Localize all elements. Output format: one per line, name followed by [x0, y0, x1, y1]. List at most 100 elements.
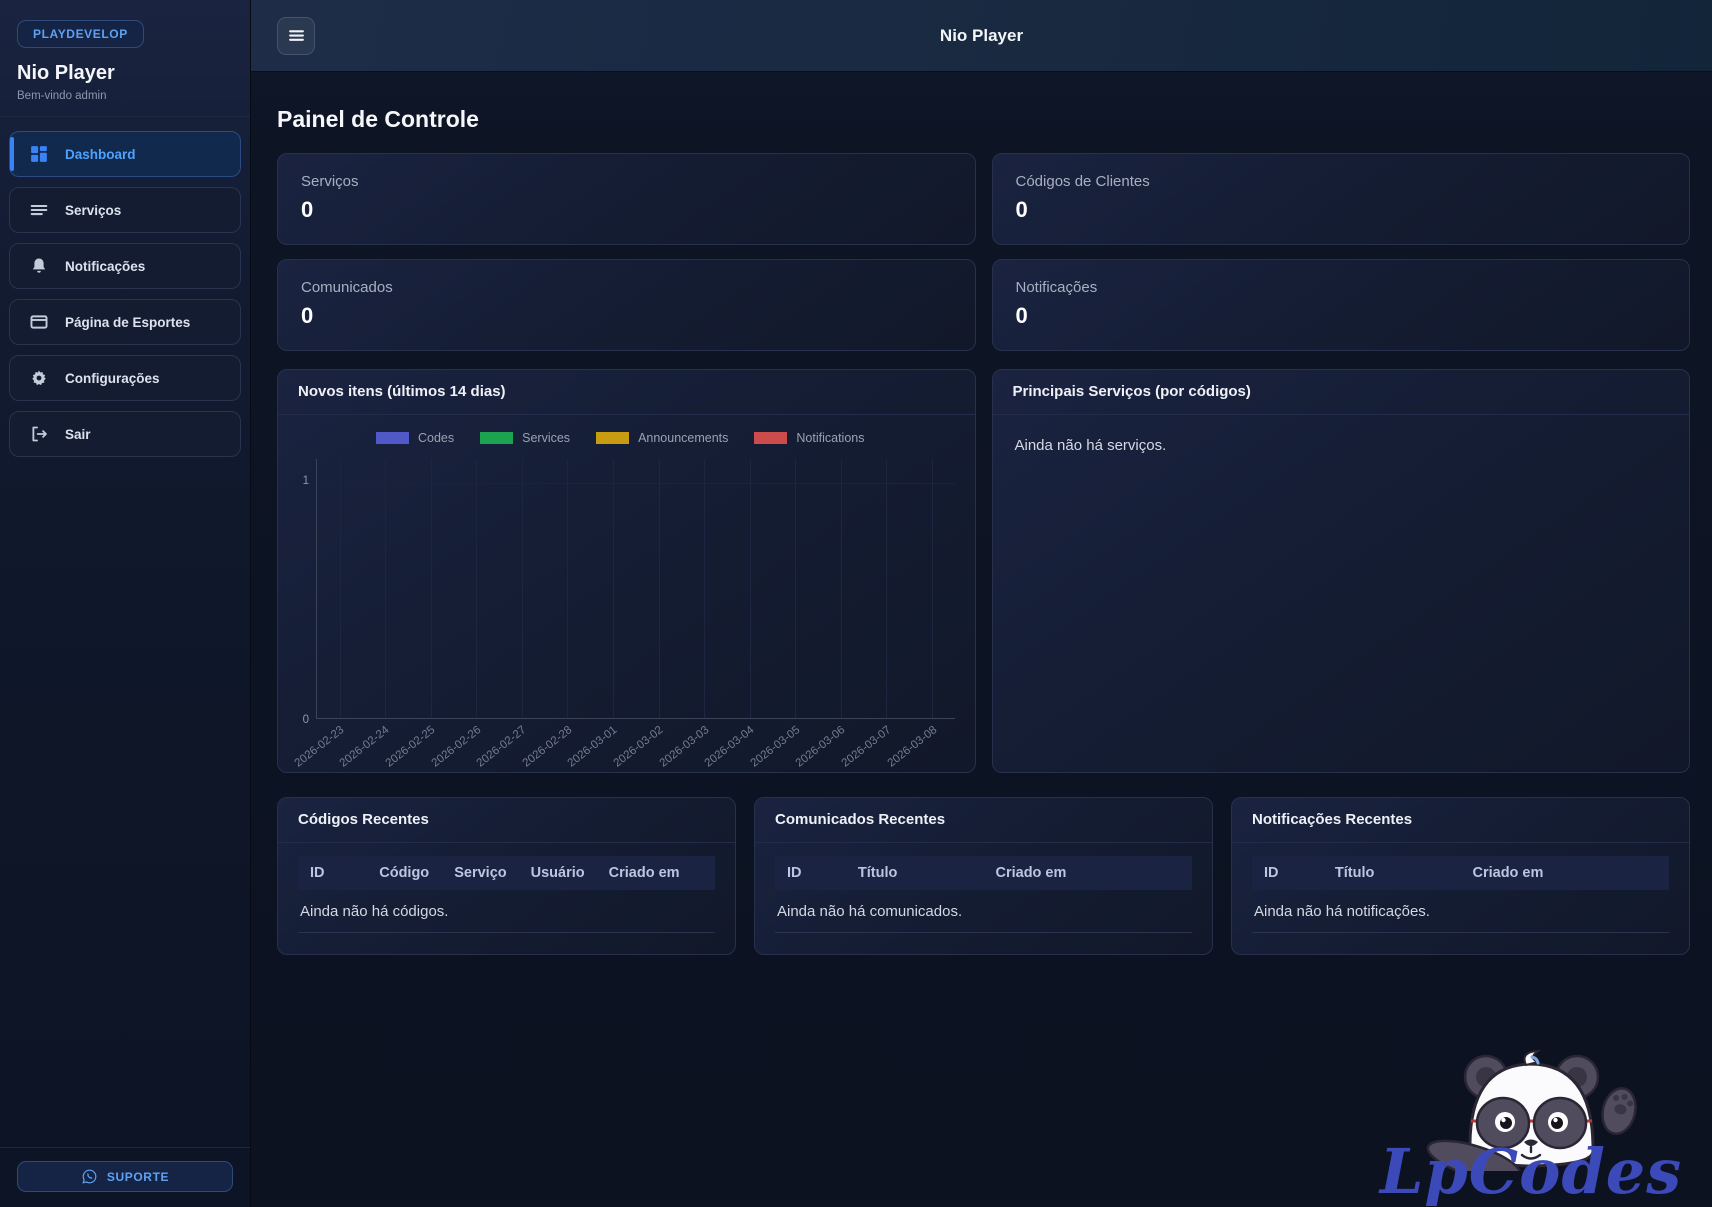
- table-header-row: ID Código Serviço Usuário Criado em: [298, 856, 715, 890]
- vertical-gridline: [385, 459, 387, 718]
- x-axis-label: 2026-03-01: [566, 724, 620, 770]
- sidebar-item-servicos[interactable]: Serviços: [9, 187, 241, 233]
- chart-card-title: Novos itens (últimos 14 dias): [298, 383, 506, 400]
- page-title: Painel de Controle: [277, 106, 479, 132]
- horizontal-gridline: [317, 483, 955, 484]
- column-header: Criado em: [608, 865, 680, 881]
- vertical-gridline: [339, 459, 341, 718]
- sidebar-item-label: Sair: [65, 426, 91, 442]
- lpcodes-watermark: LpCodes: [1366, 1049, 1696, 1203]
- x-axis-label: 2026-03-05: [748, 724, 803, 770]
- sidebar-item-label: Serviços: [65, 202, 122, 218]
- stat-value: 0: [1015, 197, 1028, 222]
- browser-window-icon: [30, 313, 48, 331]
- card-header: Comunicados Recentes: [755, 798, 1212, 843]
- vertical-gridline: [704, 459, 706, 718]
- legend-swatch: [480, 432, 514, 444]
- recent-notifications-title: Notificações Recentes: [1252, 811, 1413, 828]
- top-services-title: Principais Serviços (por códigos): [1012, 383, 1251, 400]
- column-header: ID: [1264, 865, 1279, 881]
- chart-plot: [316, 459, 955, 719]
- legend-swatch: [754, 432, 788, 444]
- recent-announcements-title: Comunicados Recentes: [775, 811, 946, 828]
- table-body: ID Título Criado em Ainda não há comunic…: [755, 843, 1212, 933]
- legend-swatch: [375, 432, 409, 444]
- main-area: Nio Player Painel de Controle Serviços 0…: [251, 0, 1712, 1207]
- brand-title: Nio Player: [17, 62, 115, 84]
- active-indicator-bar: [10, 137, 14, 171]
- bell-icon: [30, 257, 48, 275]
- column-header: Criado em: [995, 865, 1067, 881]
- sidebar-item-sair[interactable]: Sair: [9, 411, 241, 457]
- x-axis-label: 2026-03-02: [611, 724, 666, 770]
- legend-swatch: [596, 432, 630, 444]
- card-header: Principais Serviços (por códigos): [992, 370, 1689, 415]
- sidebar-item-dashboard[interactable]: Dashboard: [9, 131, 241, 177]
- recent-announcements-card: Comunicados Recentes ID Título Criado em…: [754, 797, 1213, 955]
- new-items-chart-card: Novos itens (últimos 14 dias) Codes Servi…: [277, 369, 976, 773]
- vertical-gridline: [886, 459, 888, 718]
- top-services-card: Principais Serviços (por códigos) Ainda …: [991, 369, 1690, 773]
- welcome-text: Bem-vindo admin: [17, 90, 107, 102]
- sidebar-item-notificacoes[interactable]: Notificações: [9, 243, 241, 289]
- legend-label: Notifications: [796, 431, 865, 445]
- stat-card-servicos: Serviços 0: [277, 153, 976, 245]
- y-axis-tick: 1: [302, 475, 309, 487]
- stat-label: Notificações: [1015, 279, 1098, 296]
- legend-item: Services: [480, 431, 570, 445]
- x-axis-label: 2026-03-07: [839, 724, 894, 770]
- content: Painel de Controle Serviços 0 Códigos de…: [251, 72, 1712, 1207]
- recent-notifications-card: Notificações Recentes ID Título Criado e…: [1231, 797, 1690, 955]
- stat-value: 0: [301, 197, 314, 222]
- table-header-row: ID Título Criado em: [1252, 856, 1669, 890]
- topbar: Nio Player: [251, 0, 1712, 72]
- column-header: ID: [787, 865, 802, 881]
- gear-icon: [30, 369, 48, 387]
- support-button[interactable]: SUPORTE: [17, 1161, 233, 1192]
- stat-label: Códigos de Clientes: [1015, 173, 1150, 190]
- x-axis-label: 2026-02-24: [338, 724, 392, 770]
- vertical-gridline: [567, 459, 569, 718]
- sidebar-item-label: Notificações: [65, 258, 146, 274]
- sidebar-item-pagina-de-esportes[interactable]: Página de Esportes: [9, 299, 241, 345]
- charts-row: Novos itens (últimos 14 dias) Codes Servi…: [277, 369, 1690, 773]
- recent-notifications-table: ID Título Criado em: [1252, 856, 1669, 890]
- vertical-gridline: [612, 459, 614, 718]
- list-icon: [30, 201, 48, 219]
- column-header: Criado em: [1472, 865, 1544, 881]
- logout-icon: [30, 425, 48, 443]
- chart-legend: Codes Services Announcements Notifications: [286, 431, 955, 445]
- recent-codes-title: Códigos Recentes: [298, 811, 429, 828]
- support-button-label: SUPORTE: [106, 1169, 170, 1184]
- empty-state-text: Ainda não há comunicados.: [775, 890, 1192, 933]
- vertical-gridline: [749, 459, 751, 718]
- stat-card-codigos-de-clientes: Códigos de Clientes 0: [991, 153, 1690, 245]
- x-axis-label: 2026-02-27: [474, 724, 529, 770]
- vertical-gridline: [521, 459, 523, 718]
- vertical-gridline: [840, 459, 842, 718]
- x-axis-label: 2026-03-08: [885, 724, 940, 770]
- empty-state-text: Ainda não há notificações.: [1252, 890, 1669, 933]
- column-header: Título: [857, 865, 898, 881]
- stat-label: Serviços: [301, 173, 359, 190]
- stat-label: Comunicados: [301, 279, 393, 296]
- y-axis-tick: 0: [302, 714, 309, 726]
- sidebar-item-configuracoes[interactable]: Configurações: [9, 355, 241, 401]
- stat-card-comunicados: Comunicados 0: [277, 259, 976, 351]
- dashboard-grid-icon: [30, 145, 48, 163]
- sidebar-toggle-button[interactable]: [277, 16, 315, 55]
- x-axis-label: 2026-02-23: [292, 724, 347, 770]
- x-axis-label: 2026-02-26: [429, 724, 484, 770]
- sidebar-item-label: Dashboard: [65, 146, 136, 162]
- table-body: ID Código Serviço Usuário Criado em Aind…: [278, 843, 735, 933]
- vertical-gridline: [430, 459, 432, 718]
- hamburger-icon: [288, 30, 304, 41]
- recent-announcements-table: ID Título Criado em: [775, 856, 1192, 890]
- card-header: Novos itens (últimos 14 dias): [278, 370, 975, 415]
- legend-label: Announcements: [638, 431, 729, 445]
- legend-label: Services: [522, 431, 571, 445]
- legend-item: Codes: [375, 431, 454, 445]
